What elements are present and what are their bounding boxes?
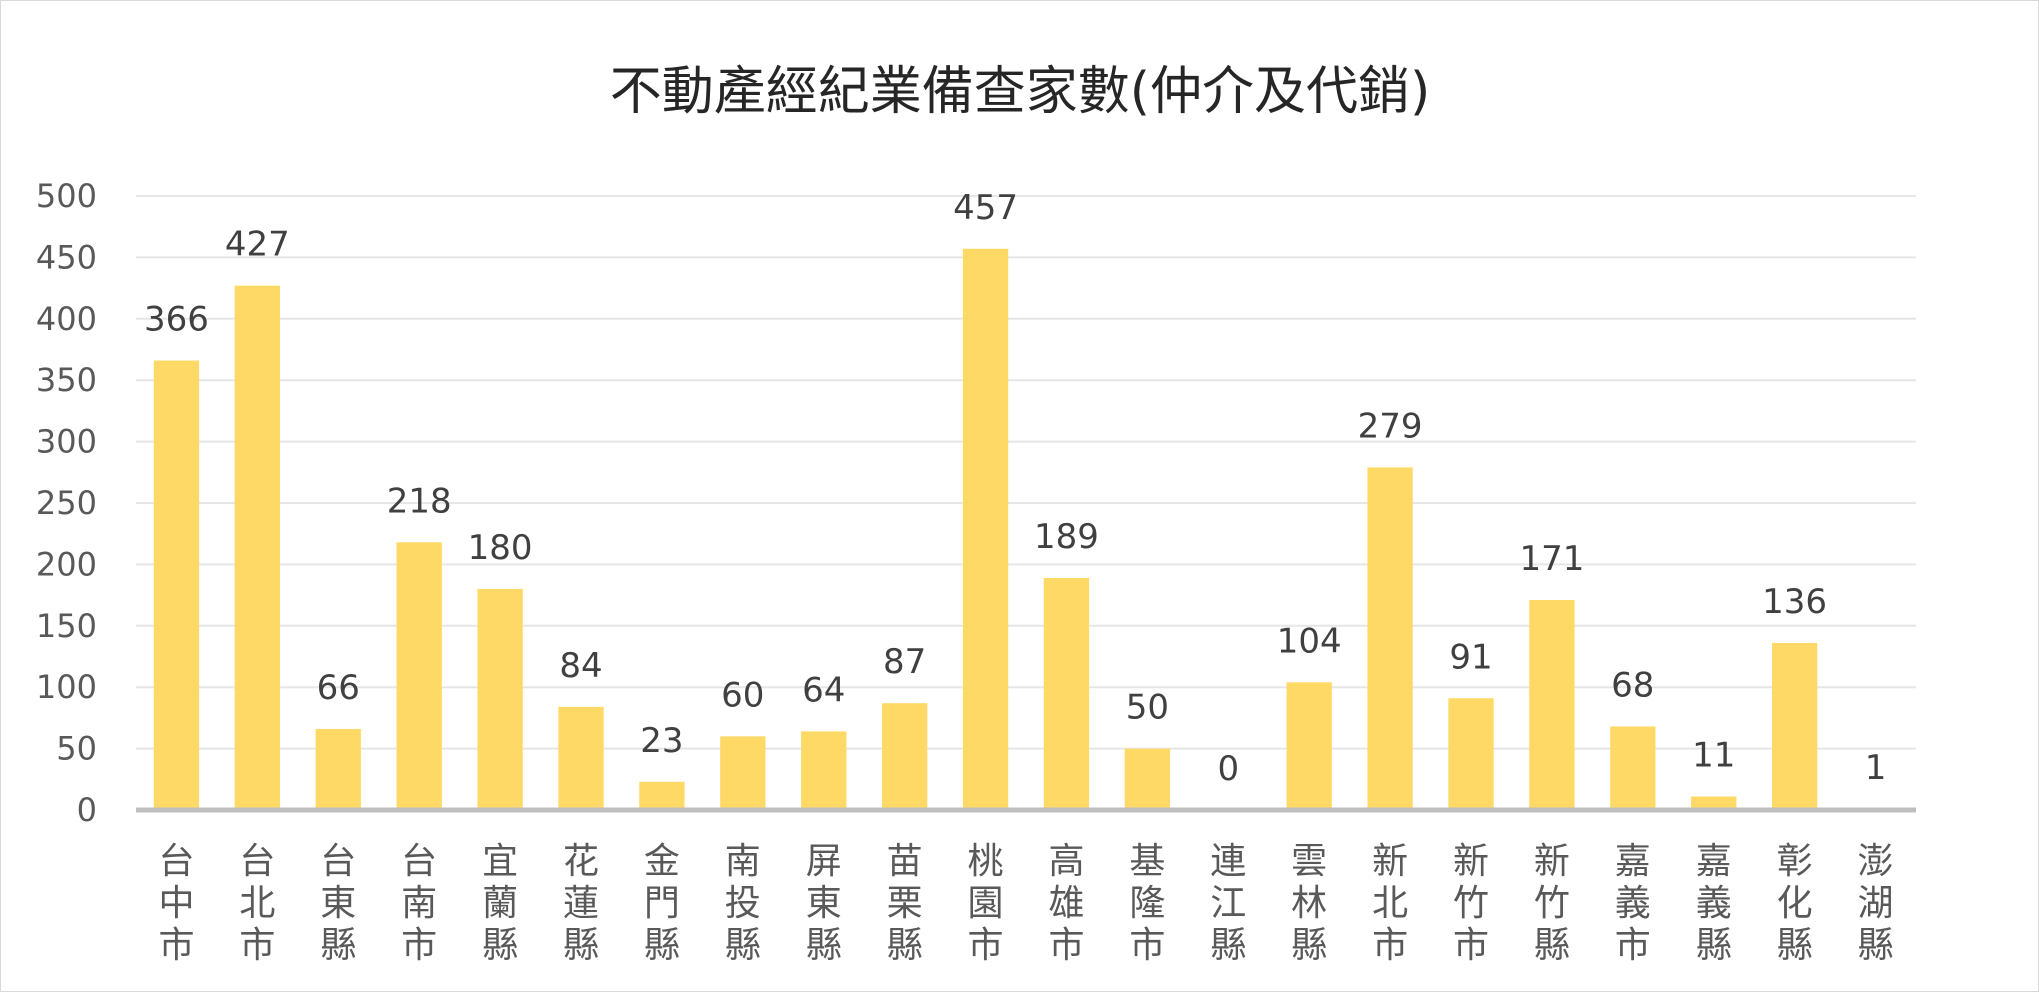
data-label: 64: [802, 670, 845, 710]
bar: [881, 703, 928, 810]
data-label: 84: [559, 646, 602, 686]
y-tick-label: 50: [56, 730, 97, 768]
x-category-label: 花蓮縣: [563, 841, 599, 966]
x-category-label: 宜蘭縣: [482, 841, 518, 966]
bar: [1286, 682, 1332, 810]
x-category-label: 台南市: [401, 841, 437, 966]
bar: [1529, 600, 1575, 810]
data-label: 50: [1126, 688, 1169, 728]
y-axis-ticks: 0 50 100 150 200 250 300 350 400 450 500: [36, 177, 97, 829]
data-label: 189: [1034, 517, 1099, 557]
x-category-label: 彰化縣: [1777, 841, 1813, 966]
y-tick-label: 100: [36, 668, 97, 706]
data-label: 11: [1692, 735, 1735, 775]
data-label: 279: [1358, 406, 1423, 446]
data-label: 171: [1519, 539, 1584, 579]
x-category-label: 嘉義市: [1615, 841, 1651, 966]
data-label: 180: [468, 528, 533, 568]
data-label: 87: [883, 642, 926, 682]
bar: [315, 728, 361, 810]
x-category-label: 桃園市: [968, 841, 1004, 966]
bars: [153, 248, 1899, 810]
bar: [720, 736, 766, 810]
y-tick-label: 300: [36, 423, 97, 461]
bar: [1367, 467, 1413, 810]
x-category-label: 新竹市: [1453, 841, 1489, 966]
bar: [1691, 796, 1737, 810]
x-category-label: 連江縣: [1210, 841, 1246, 966]
y-tick-label: 350: [36, 361, 97, 399]
x-category-label: 嘉義縣: [1696, 841, 1732, 966]
x-category-label: 高雄市: [1048, 841, 1084, 966]
bar: [1771, 642, 1818, 810]
x-category-label: 苗栗縣: [887, 841, 923, 966]
data-label: 23: [640, 721, 683, 761]
y-tick-label: 500: [36, 177, 97, 215]
x-category-label: 台東縣: [320, 841, 356, 966]
data-label: 457: [953, 188, 1018, 228]
x-category-label: 屏東縣: [806, 841, 842, 966]
y-tick-label: 250: [36, 484, 97, 522]
bar: [234, 285, 281, 810]
data-label: 218: [387, 481, 452, 521]
x-category-label: 台中市: [158, 841, 194, 966]
data-label: 1: [1865, 748, 1887, 788]
x-category-label: 台北市: [239, 841, 275, 966]
bar: [153, 360, 200, 810]
x-axis-categories: 台中市 台北市 台東縣 台南市 宜蘭縣 花蓮縣 金門縣 南投縣 屏東縣 苗栗縣 桃園市 高雄市 基隆市 連…: [158, 841, 1893, 966]
data-label: 60: [721, 675, 764, 715]
y-tick-label: 200: [36, 545, 97, 583]
bar: [1124, 748, 1171, 810]
chart-title: 不動產經紀業備查家數(仲介及代銷): [610, 62, 1431, 122]
data-labels: 366 427 66 218 180 84 23 60 64 87 457 189 50 0 104 279 9…: [144, 188, 1886, 789]
y-tick-label: 150: [36, 607, 97, 645]
data-label: 136: [1762, 582, 1827, 622]
x-category-label: 金門縣: [644, 841, 680, 966]
x-category-label: 新北市: [1372, 841, 1408, 966]
data-label: 0: [1217, 749, 1239, 789]
data-label: 91: [1449, 637, 1492, 677]
x-category-label: 新竹縣: [1534, 841, 1570, 966]
data-label: 68: [1611, 665, 1654, 705]
x-category-label: 南投縣: [725, 841, 761, 966]
x-category-label: 基隆市: [1129, 841, 1165, 966]
bar: [396, 542, 442, 810]
bar: [1043, 577, 1090, 810]
bar: [1610, 726, 1656, 810]
bar: [1448, 698, 1494, 810]
data-label: 427: [225, 225, 290, 265]
data-label: 366: [144, 300, 209, 340]
bar: [477, 588, 523, 810]
x-category-label: 澎湖縣: [1858, 841, 1894, 966]
y-tick-label: 0: [77, 791, 97, 829]
data-label: 66: [317, 668, 360, 708]
y-tick-label: 450: [36, 238, 97, 276]
x-category-label: 雲林縣: [1291, 841, 1327, 966]
bar: [801, 731, 847, 810]
data-label: 104: [1277, 621, 1342, 661]
bar: [558, 706, 604, 810]
y-tick-label: 400: [36, 300, 97, 338]
bar: [962, 248, 1009, 810]
bar: [639, 781, 685, 810]
